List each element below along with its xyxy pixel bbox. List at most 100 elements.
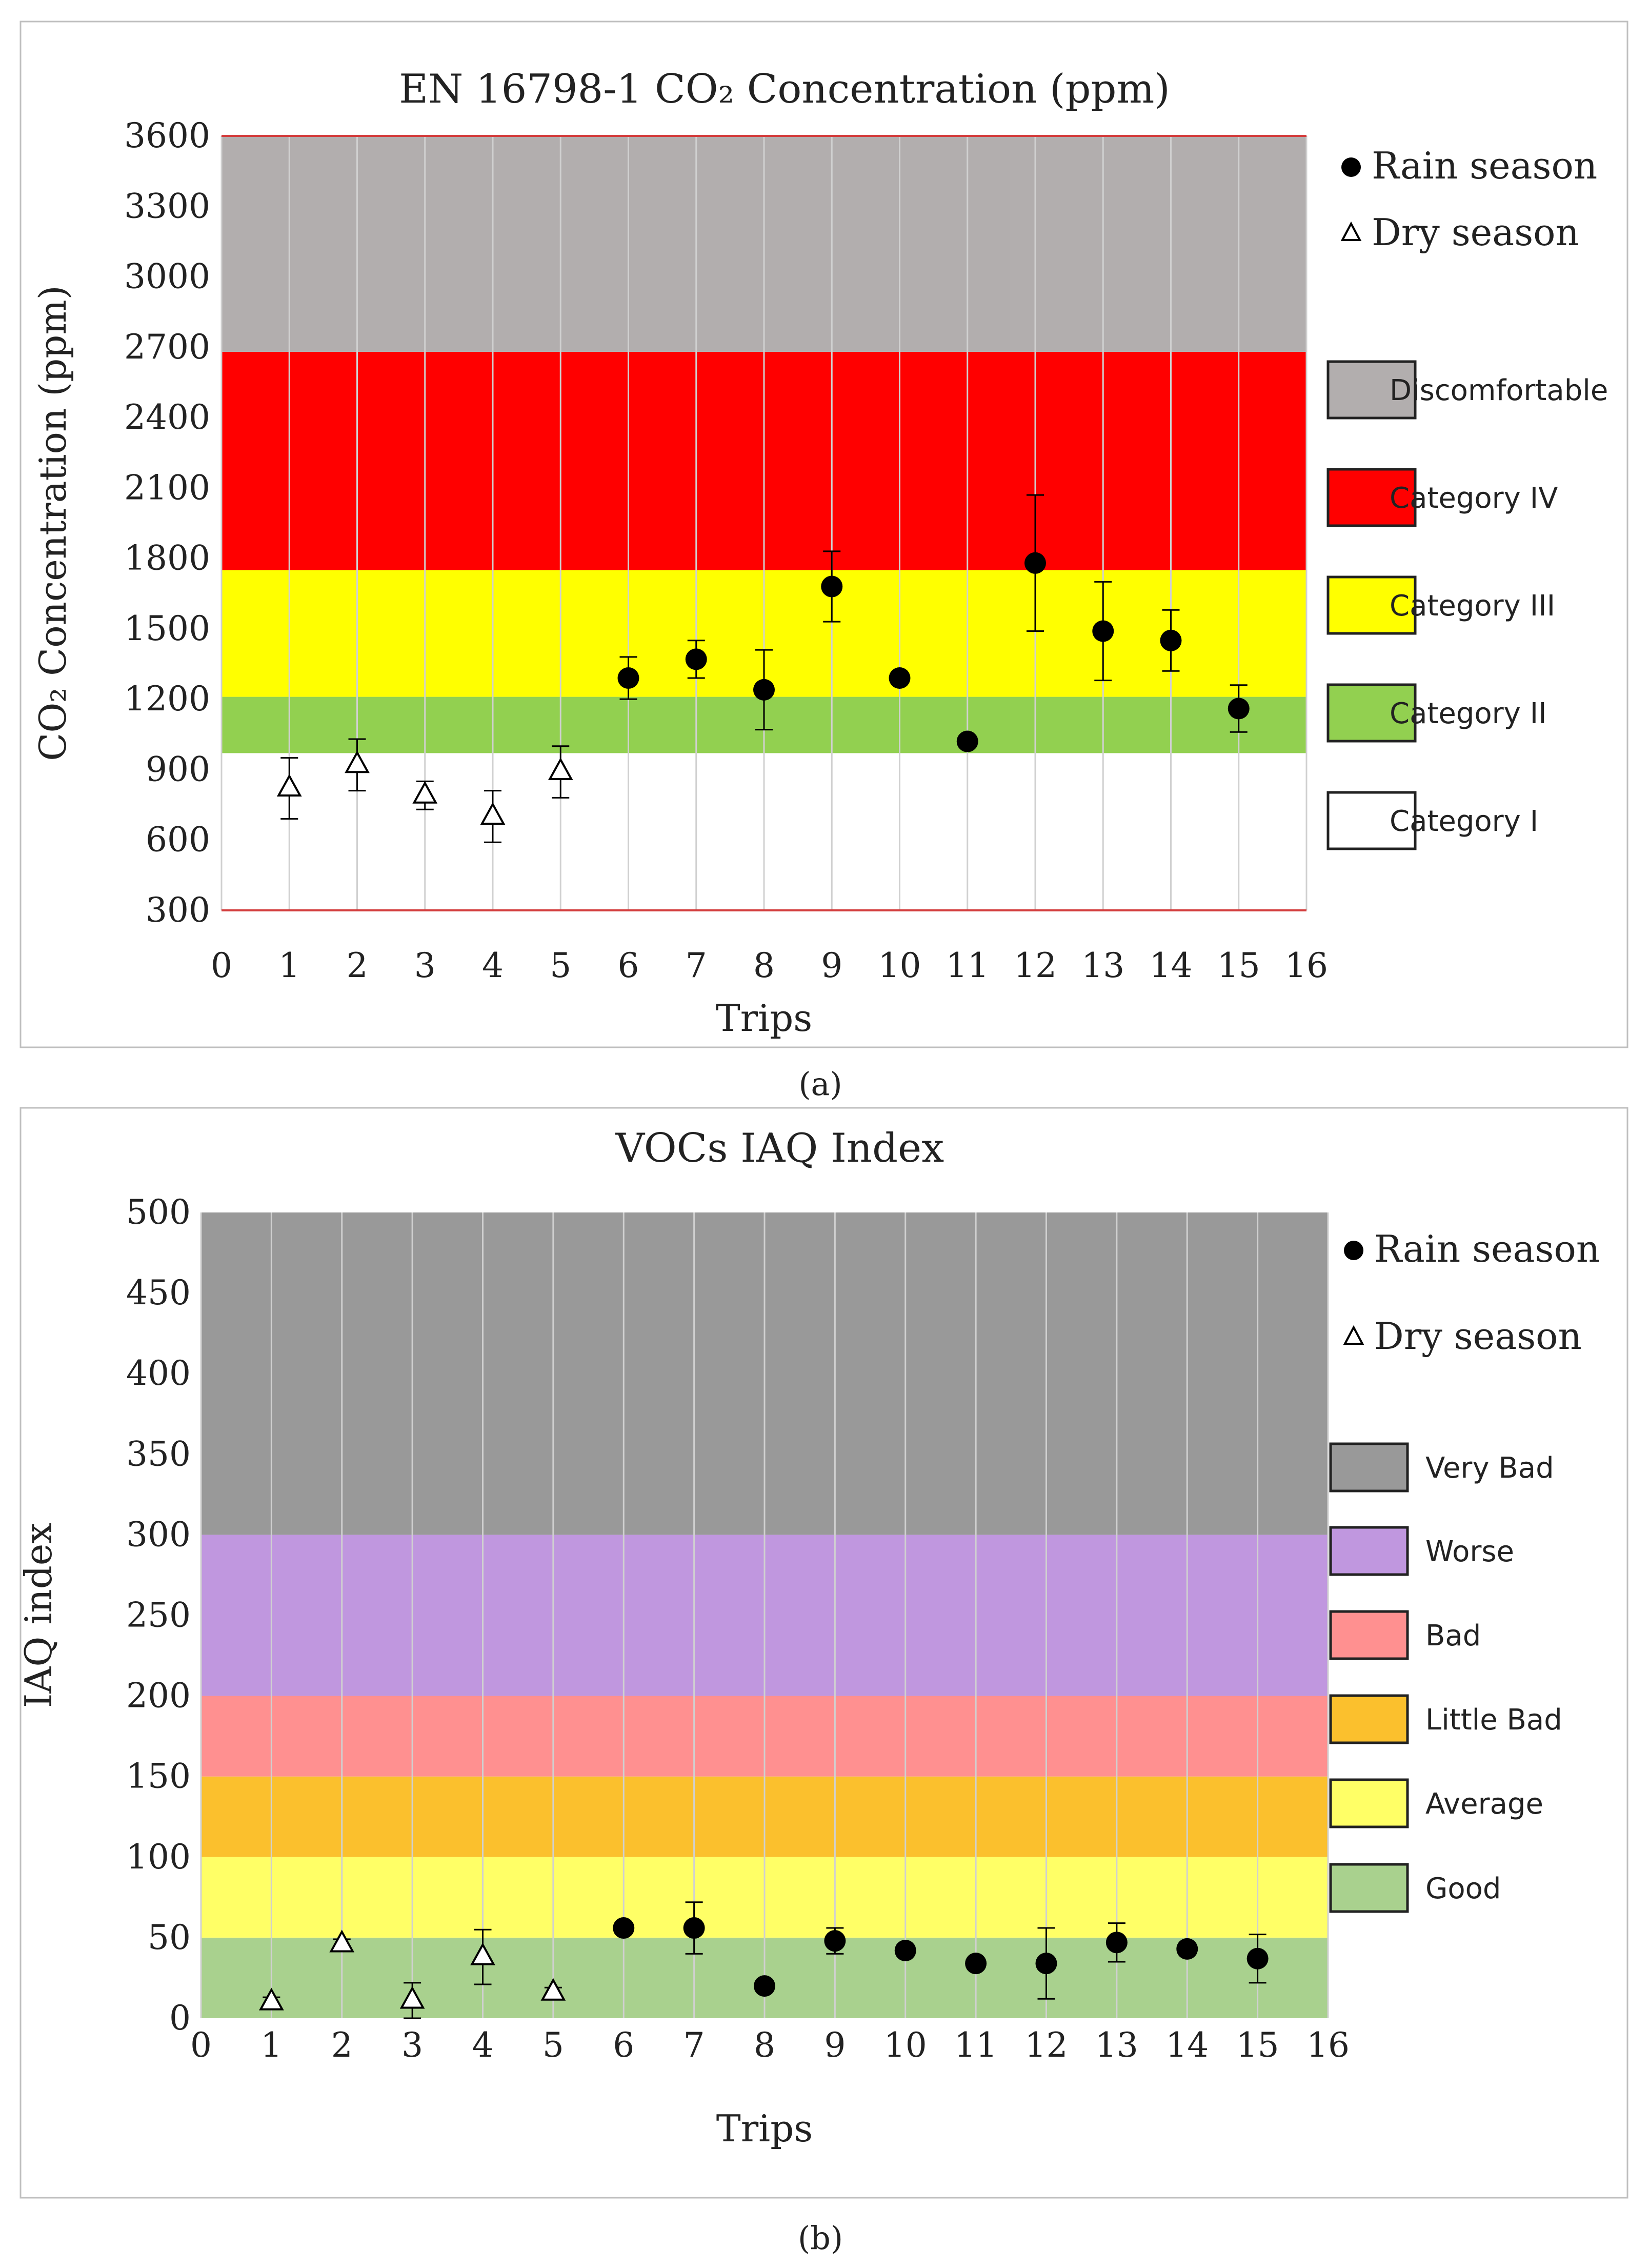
y-tick-label: 2700 bbox=[124, 327, 210, 367]
y-tick-label: 1500 bbox=[124, 609, 210, 648]
legend-band-swatch bbox=[1326, 791, 1417, 850]
panel-label: (a) bbox=[798, 1065, 842, 1103]
legend-band-label: Category IV bbox=[1390, 482, 1558, 515]
x-tick-label: 10 bbox=[884, 2025, 927, 2065]
y-tick-label: 2100 bbox=[124, 468, 210, 507]
rain-season-point bbox=[1092, 620, 1114, 642]
x-axis-label: Trips bbox=[716, 997, 813, 1040]
chart-title: VOCs IAQ Index bbox=[615, 1125, 944, 1171]
x-tick-label: 16 bbox=[1285, 946, 1328, 985]
rain-season-point bbox=[965, 1953, 987, 1975]
rain-season-point bbox=[956, 730, 978, 752]
x-tick-label: 9 bbox=[821, 946, 842, 985]
x-tick-label: 15 bbox=[1217, 946, 1260, 985]
legend-band-label: Average bbox=[1425, 1787, 1543, 1821]
x-tick-label: 8 bbox=[754, 2025, 775, 2065]
x-tick-label: 5 bbox=[550, 946, 571, 985]
x-tick-label: 15 bbox=[1236, 2025, 1279, 2065]
rain-season-point bbox=[753, 679, 775, 701]
y-tick-label: 1800 bbox=[124, 539, 210, 578]
dry-season-point bbox=[412, 781, 438, 804]
y-tick-label: 400 bbox=[126, 1354, 191, 1393]
x-tick-label: 10 bbox=[878, 946, 921, 985]
x-tick-label: 7 bbox=[686, 946, 707, 985]
dry-season-point bbox=[540, 1978, 566, 2001]
legend-band-swatch bbox=[1326, 575, 1417, 635]
legend-band-swatch bbox=[1329, 1526, 1409, 1576]
legend-band-swatch bbox=[1329, 1778, 1409, 1828]
x-tick-label: 12 bbox=[1014, 946, 1057, 985]
legend-band-label: Little Bad bbox=[1425, 1703, 1562, 1737]
x-tick-label: 11 bbox=[946, 946, 989, 985]
x-tick-label: 7 bbox=[683, 2025, 705, 2065]
rain-season-point bbox=[889, 667, 911, 689]
x-tick-label: 0 bbox=[190, 2025, 212, 2065]
x-tick-label: 2 bbox=[331, 2025, 353, 2065]
x-tick-label: 13 bbox=[1081, 946, 1124, 985]
dry-season-point bbox=[276, 773, 302, 797]
x-tick-label: 9 bbox=[824, 2025, 846, 2065]
legend-band-label: Very Bad bbox=[1425, 1451, 1554, 1485]
y-tick-label: 500 bbox=[126, 1192, 191, 1232]
legend-band-label: Worse bbox=[1425, 1535, 1514, 1568]
x-tick-label: 12 bbox=[1025, 2025, 1068, 2065]
dry-season-point bbox=[548, 757, 573, 781]
rain-season-point bbox=[824, 1930, 846, 1952]
dry-season-point bbox=[329, 1929, 355, 1953]
x-tick-label: 1 bbox=[278, 946, 300, 985]
y-tick-label: 250 bbox=[126, 1596, 191, 1635]
x-tick-label: 14 bbox=[1150, 946, 1193, 985]
x-tick-label: 3 bbox=[414, 946, 436, 985]
x-tick-label: 1 bbox=[260, 2025, 282, 2065]
legend-band-label: Category I bbox=[1390, 805, 1538, 838]
legend-band-label: Bad bbox=[1425, 1619, 1481, 1653]
rain-season-point bbox=[1228, 698, 1250, 720]
legend-rain-marker bbox=[1344, 1241, 1363, 1260]
rain-season-point bbox=[821, 575, 843, 598]
y-tick-label: 200 bbox=[126, 1676, 191, 1716]
x-tick-label: 4 bbox=[472, 2025, 494, 2065]
y-tick-label: 50 bbox=[148, 1918, 191, 1957]
legend-band-label: Good bbox=[1425, 1872, 1501, 1905]
y-tick-label: 0 bbox=[169, 1998, 191, 2038]
panel-label: (b) bbox=[798, 2219, 843, 2257]
y-tick-label: 100 bbox=[126, 1837, 191, 1877]
legend-band-label: Discomfortable bbox=[1390, 374, 1608, 407]
x-tick-label: 0 bbox=[211, 946, 232, 985]
legend-band-swatch bbox=[1329, 1863, 1409, 1913]
y-tick-label: 150 bbox=[126, 1757, 191, 1796]
x-tick-label: 6 bbox=[613, 2025, 634, 2065]
rain-season-point bbox=[685, 648, 707, 670]
y-tick-label: 900 bbox=[146, 749, 210, 789]
x-tick-label: 8 bbox=[753, 946, 775, 985]
rain-season-point bbox=[1035, 1953, 1057, 1975]
rain-season-point bbox=[1105, 1932, 1128, 1954]
y-tick-label: 350 bbox=[126, 1434, 191, 1474]
chart-title: EN 16798-1 CO₂ Concentration (ppm) bbox=[399, 66, 1170, 112]
x-tick-label: 2 bbox=[347, 946, 368, 985]
rain-season-point bbox=[894, 1940, 916, 1962]
legend-band-swatch bbox=[1326, 468, 1417, 527]
x-tick-label: 14 bbox=[1165, 2025, 1209, 2065]
legend-rain-label: Rain season bbox=[1372, 144, 1597, 187]
legend-band-label: Category II bbox=[1390, 697, 1547, 730]
legend-band-swatch bbox=[1326, 683, 1417, 743]
y-tick-label: 3000 bbox=[124, 257, 210, 296]
y-tick-label: 300 bbox=[146, 890, 210, 930]
y-axis-label: IAQ index bbox=[17, 1523, 60, 1708]
rain-season-point bbox=[613, 1917, 635, 1939]
x-axis-label: Trips bbox=[716, 2107, 813, 2150]
y-tick-label: 3600 bbox=[124, 116, 210, 155]
co2-chart-panel: EN 16798-1 CO₂ Concentration (ppm)0 1 2 3 4 5… bbox=[19, 21, 1628, 1103]
rain-season-point bbox=[683, 1917, 705, 1939]
y-tick-label: 600 bbox=[146, 820, 210, 860]
legend-dry-marker bbox=[1343, 1325, 1364, 1345]
y-tick-label: 300 bbox=[126, 1515, 191, 1554]
y-tick-label: 450 bbox=[126, 1273, 191, 1312]
legend-band-swatch bbox=[1329, 1694, 1409, 1744]
x-tick-label: 16 bbox=[1306, 2025, 1350, 2065]
y-tick-label: 3300 bbox=[124, 186, 210, 226]
rain-season-point bbox=[1246, 1947, 1269, 1969]
